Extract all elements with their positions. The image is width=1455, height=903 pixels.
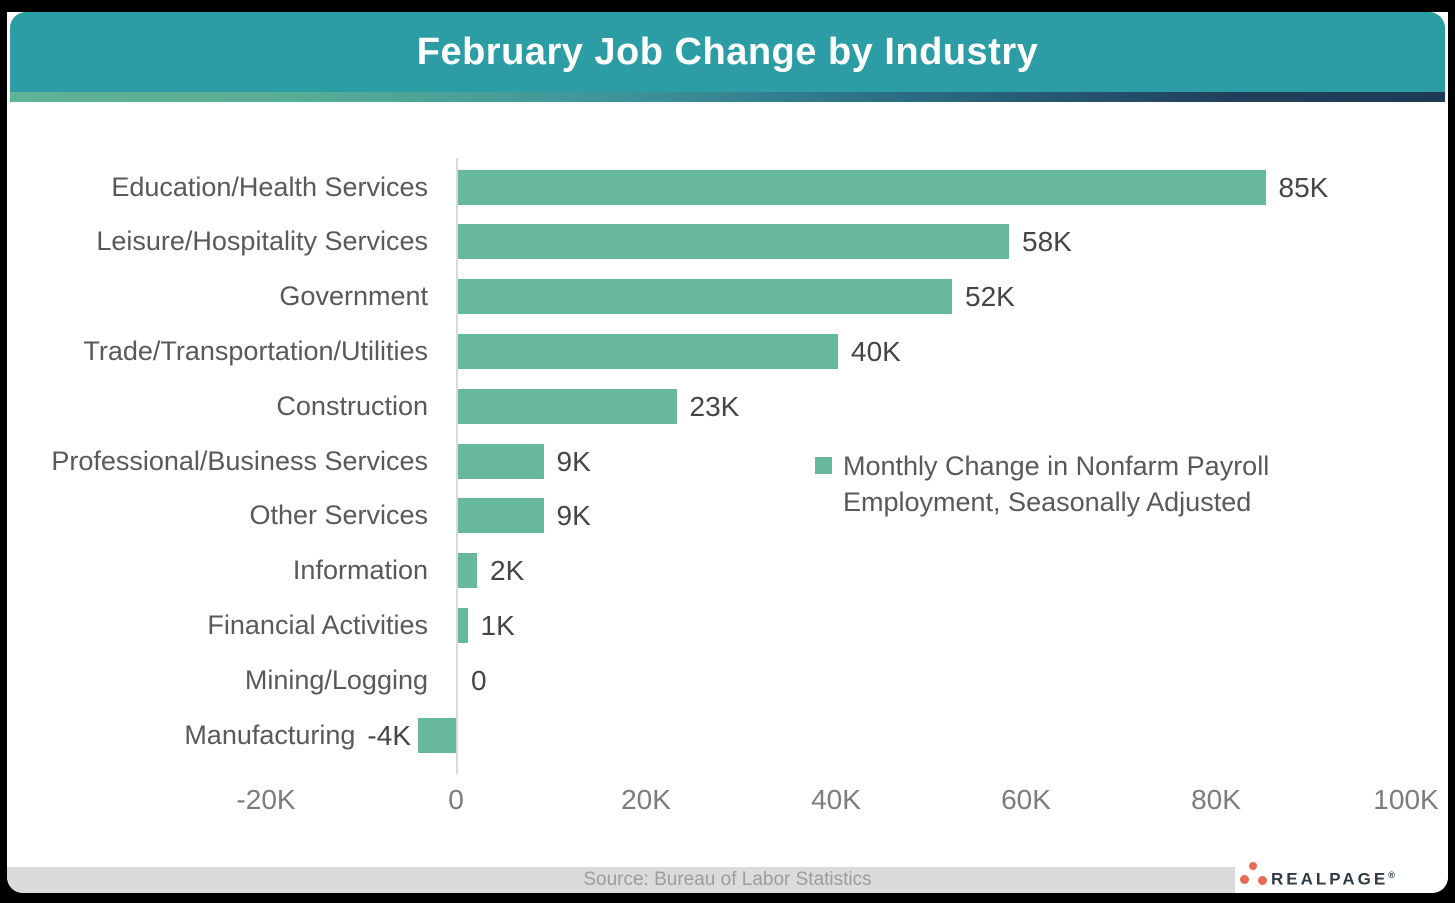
value-label: 9K	[556, 500, 591, 532]
bar	[458, 607, 468, 643]
value-label: 85K	[1278, 171, 1329, 203]
category-label: Information	[292, 555, 428, 586]
source-note: Source: Bureau of Labor Statistics	[583, 869, 872, 890]
bar	[418, 717, 456, 753]
value-label: 23K	[689, 390, 740, 422]
category-label: Trade/Transportation/Utilities	[83, 335, 428, 366]
value-label: -4K	[367, 719, 411, 751]
bar	[458, 553, 477, 589]
category-label: Other Services	[249, 500, 428, 531]
bar	[458, 443, 544, 479]
legend-swatch	[815, 457, 832, 474]
x-tick-label: 60K	[1001, 784, 1051, 815]
bar	[458, 498, 544, 534]
value-label: 0	[471, 664, 487, 696]
category-label: Leisure/Hospitality Services	[96, 226, 428, 257]
value-label: 9K	[556, 445, 591, 477]
gradient-divider	[10, 92, 1445, 102]
bar	[458, 333, 838, 369]
category-label: Construction	[276, 390, 428, 421]
x-tick-label: 40K	[811, 784, 861, 815]
x-tick-label: 20K	[621, 784, 671, 815]
bar	[458, 224, 1009, 260]
category-label: Education/Health Services	[111, 171, 428, 202]
legend-label: Monthly Change in Nonfarm Payroll Employ…	[843, 451, 1270, 517]
realpage-logo: REALPAGE®	[1235, 855, 1448, 893]
category-label: Financial Activities	[207, 609, 428, 640]
value-label: 2K	[490, 555, 525, 587]
bar	[458, 388, 677, 424]
value-label: 40K	[851, 335, 901, 367]
category-label: Mining/Logging	[244, 664, 428, 695]
x-tick-label: -20K	[236, 784, 296, 815]
zero-axis-line	[456, 158, 458, 774]
logo-dot-icon	[1249, 862, 1257, 870]
value-label: 58K	[1022, 226, 1072, 258]
value-label: 1K	[480, 609, 515, 641]
x-tick-label: 80K	[1191, 784, 1241, 815]
logo-dot-icon	[1258, 876, 1267, 885]
logo-dot-icon	[1240, 875, 1249, 884]
registered-mark: ®	[1388, 870, 1395, 880]
page-title: February Job Change by Industry	[416, 31, 1039, 73]
value-label: 52K	[965, 281, 1015, 313]
x-tick-label: 100K	[1373, 784, 1439, 815]
bar-chart: Education/Health Services 85K Leisure/Hosp…	[7, 102, 1448, 867]
category-label: Professional/Business Services	[51, 445, 428, 476]
bar	[458, 169, 1266, 205]
title-bar: February Job Change by Industry	[10, 12, 1445, 92]
row-label-group: Manufacturing -4K	[184, 718, 411, 753]
bar	[458, 279, 952, 315]
legend: Monthly Change in Nonfarm Payroll Employ…	[815, 448, 1305, 520]
footer-bar: Source: Bureau of Labor Statistics	[7, 867, 1448, 893]
category-label: Government	[279, 281, 428, 312]
chart-card: February Job Change by Industry Educatio…	[7, 12, 1448, 893]
category-label: Manufacturing	[184, 719, 356, 750]
logo-wordmark: REALPAGE®	[1271, 869, 1395, 889]
x-tick-label: 0	[448, 784, 464, 815]
